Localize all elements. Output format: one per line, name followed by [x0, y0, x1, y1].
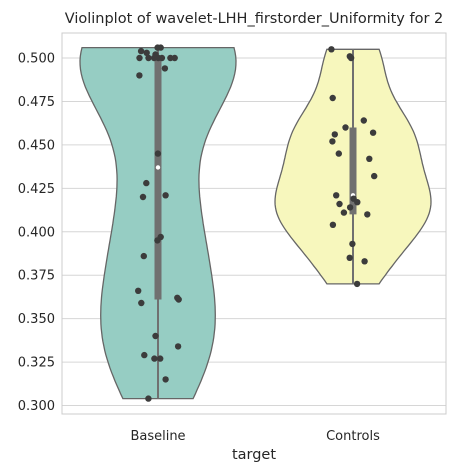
- data-point: [161, 65, 169, 72]
- data-point: [369, 129, 377, 136]
- data-point: [346, 254, 353, 261]
- data-point: [175, 296, 182, 303]
- data-point: [145, 54, 152, 62]
- data-point: [152, 332, 159, 340]
- data-point: [346, 204, 354, 211]
- data-point: [364, 211, 371, 218]
- chart-title: Violinplot of wavelet-LHH_firstorder_Uni…: [65, 11, 444, 27]
- data-point: [342, 124, 349, 131]
- y-tick-label: 0.500: [18, 52, 55, 67]
- x-axis-title: target: [232, 447, 276, 463]
- median-marker-baseline: [155, 165, 161, 170]
- y-tick-label: 0.300: [18, 399, 55, 414]
- data-point: [157, 355, 164, 362]
- y-tick-label: 0.475: [18, 95, 55, 110]
- violins: [79, 46, 432, 400]
- data-point: [150, 54, 158, 62]
- data-point: [158, 54, 166, 62]
- data-point: [340, 209, 348, 216]
- data-point: [329, 94, 336, 102]
- data-point: [366, 155, 373, 162]
- data-point: [138, 299, 145, 307]
- data-point: [136, 72, 143, 79]
- y-tick-label: 0.325: [18, 356, 55, 371]
- y-tick-label: 0.375: [18, 269, 55, 284]
- data-point: [143, 179, 150, 187]
- data-point: [361, 258, 368, 265]
- data-point: [151, 355, 158, 362]
- data-point: [329, 138, 336, 145]
- data-point: [329, 221, 337, 228]
- data-point: [371, 172, 378, 180]
- data-point: [135, 287, 142, 294]
- data-point: [353, 280, 361, 288]
- data-point: [145, 395, 152, 402]
- data-point: [347, 54, 355, 62]
- data-point: [157, 44, 164, 51]
- data-point: [167, 54, 174, 62]
- y-tick-labels: 0.300 0.325 0.350 0.375 0.400 0.425 0.450 0.475…: [18, 52, 55, 415]
- data-point: [333, 192, 340, 199]
- y-tick-label: 0.400: [18, 225, 55, 240]
- x-tick-labels: Baseline Controls: [130, 429, 380, 444]
- data-point: [140, 252, 147, 260]
- iqr-box-controls: [349, 127, 357, 215]
- data-point: [336, 200, 343, 208]
- data-point: [349, 240, 356, 248]
- y-tick-label: 0.425: [18, 182, 55, 197]
- data-point: [154, 150, 162, 157]
- data-point: [360, 117, 367, 124]
- data-point: [136, 54, 143, 62]
- plot-frame: [61, 32, 447, 415]
- data-point: [154, 237, 161, 244]
- x-tick-label: Controls: [326, 429, 380, 444]
- y-tick-label: 0.450: [18, 138, 55, 153]
- data-points: [135, 44, 378, 402]
- data-point: [137, 47, 145, 55]
- data-point: [139, 193, 147, 201]
- y-tick-label: 0.350: [18, 312, 55, 327]
- iqr-box-baseline: [154, 58, 162, 300]
- data-point: [328, 46, 335, 53]
- data-point: [335, 150, 342, 157]
- x-tick-label: Baseline: [130, 429, 185, 444]
- data-point: [162, 192, 169, 199]
- data-point: [141, 351, 148, 359]
- data-point: [331, 131, 338, 138]
- data-point: [174, 343, 182, 350]
- data-point: [162, 376, 169, 383]
- data-point: [143, 49, 150, 56]
- data-point: [354, 199, 361, 206]
